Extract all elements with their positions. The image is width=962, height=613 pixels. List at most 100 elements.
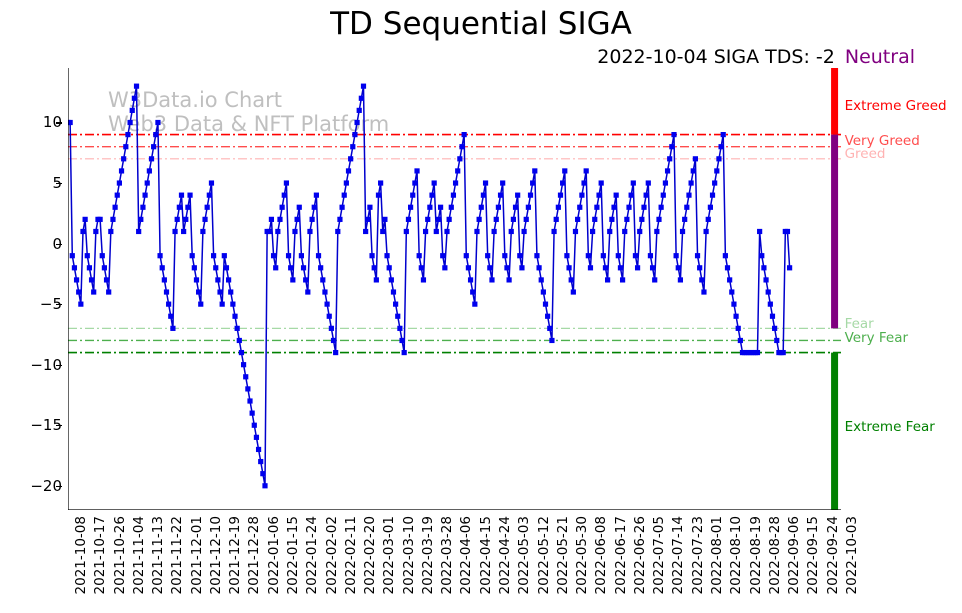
- x-tick-label: 2022-04-15: [477, 516, 494, 595]
- data-point-marker: [142, 192, 148, 198]
- data-point-marker: [562, 168, 568, 174]
- data-point-marker: [553, 216, 559, 222]
- data-point-marker: [485, 253, 491, 259]
- data-point-marker: [236, 337, 242, 344]
- data-point-marker: [69, 253, 75, 259]
- data-point-marker: [581, 180, 587, 186]
- x-tick-label: 2021-11-04: [130, 516, 147, 595]
- data-point-marker: [495, 204, 501, 210]
- data-point-marker: [560, 180, 566, 186]
- data-point-marker: [68, 119, 73, 126]
- data-point-marker: [444, 228, 450, 235]
- data-point-marker: [358, 95, 364, 101]
- data-point-marker: [422, 228, 429, 235]
- data-point-marker: [519, 265, 525, 271]
- data-point-marker: [433, 228, 439, 235]
- x-tick-label: 2022-09-24: [824, 516, 841, 595]
- x-tick-label: 2022-03-28: [439, 516, 456, 595]
- data-point-marker: [767, 301, 773, 307]
- data-point-marker: [671, 132, 677, 138]
- data-point-marker: [585, 253, 591, 259]
- page-title: TD Sequential SIGA: [330, 6, 632, 42]
- data-point-marker: [356, 107, 362, 113]
- data-point-marker: [176, 204, 182, 210]
- data-point-marker: [283, 180, 290, 186]
- data-point-marker: [375, 192, 382, 198]
- x-tick-label: 2021-10-17: [92, 516, 109, 595]
- data-point-marker: [311, 204, 317, 210]
- data-point-marker: [408, 204, 414, 210]
- data-point-marker: [279, 204, 285, 210]
- data-point-marker: [467, 277, 474, 283]
- x-tick-label: 2022-03-10: [400, 516, 417, 595]
- data-point-marker: [774, 337, 780, 344]
- data-point-marker: [166, 301, 172, 307]
- x-tick-label: 2022-08-28: [766, 516, 783, 595]
- data-point-marker: [367, 204, 373, 210]
- x-tick-label: 2022-01-24: [304, 516, 321, 595]
- data-point-marker: [390, 289, 397, 295]
- data-point-marker: [393, 301, 399, 307]
- greed-label: Greed: [844, 146, 886, 163]
- x-tick-label: 2022-02-11: [342, 516, 359, 595]
- y-tick-label: −15: [30, 416, 62, 435]
- data-point-marker: [517, 253, 523, 259]
- data-point-marker: [153, 132, 159, 138]
- data-point-marker: [598, 180, 604, 186]
- data-point-marker: [204, 204, 210, 210]
- data-point-marker: [97, 216, 103, 222]
- data-point-marker: [684, 204, 690, 210]
- data-point-marker: [690, 168, 696, 174]
- data-point-marker: [525, 204, 531, 210]
- data-point-marker: [545, 313, 551, 319]
- data-point-marker: [266, 228, 272, 235]
- x-tick-label: 2022-05-12: [535, 516, 552, 595]
- data-point-marker: [80, 228, 86, 235]
- x-tick-label: 2022-08-10: [728, 516, 745, 595]
- y-tick-mark: [56, 122, 62, 124]
- x-tick-label: 2022-06-17: [612, 516, 629, 595]
- data-point-marker: [707, 204, 713, 210]
- y-tick-label: 0: [52, 234, 62, 253]
- data-point-marker: [506, 277, 512, 283]
- data-point-marker: [333, 349, 339, 356]
- data-point-marker: [318, 265, 324, 271]
- x-tick-label: 2022-08-19: [747, 516, 764, 595]
- data-point-marker: [435, 216, 442, 222]
- data-point-marker: [335, 228, 341, 235]
- x-tick-label: 2022-01-06: [265, 516, 282, 595]
- data-point-marker: [125, 132, 131, 138]
- data-point-marker: [157, 253, 163, 259]
- data-point-marker: [258, 458, 264, 465]
- data-point-marker: [133, 83, 140, 89]
- data-point-marker: [315, 253, 322, 259]
- data-point-marker: [716, 156, 722, 162]
- data-point-marker: [208, 180, 215, 186]
- data-point-marker: [412, 180, 418, 186]
- data-point-marker: [679, 228, 686, 235]
- data-point-marker: [632, 253, 639, 259]
- data-point-marker: [88, 277, 95, 283]
- data-point-marker: [200, 228, 206, 235]
- data-point-marker: [262, 483, 268, 489]
- data-point-marker: [140, 204, 146, 210]
- subtitle-text: 2022-10-04 SIGA TDS: -2: [597, 46, 835, 68]
- fear-label: Fear: [844, 315, 874, 332]
- data-point-marker: [429, 192, 435, 198]
- data-point-marker: [386, 265, 392, 271]
- x-tick-label: 2022-02-02: [323, 516, 340, 595]
- data-point-marker: [202, 216, 208, 222]
- y-tick-mark: [56, 364, 62, 366]
- y-tick-label: −20: [30, 476, 62, 495]
- data-point-marker: [772, 325, 778, 331]
- data-point-marker: [575, 216, 581, 222]
- data-point-marker: [320, 277, 326, 283]
- data-point-marker: [223, 265, 230, 271]
- x-tick-label: 2021-11-13: [150, 516, 167, 595]
- data-point-marker: [688, 180, 694, 186]
- data-point-marker: [450, 192, 457, 198]
- data-point-marker: [703, 228, 709, 235]
- data-point-marker: [500, 180, 506, 186]
- data-point-marker: [71, 265, 78, 271]
- data-point-marker: [238, 349, 245, 356]
